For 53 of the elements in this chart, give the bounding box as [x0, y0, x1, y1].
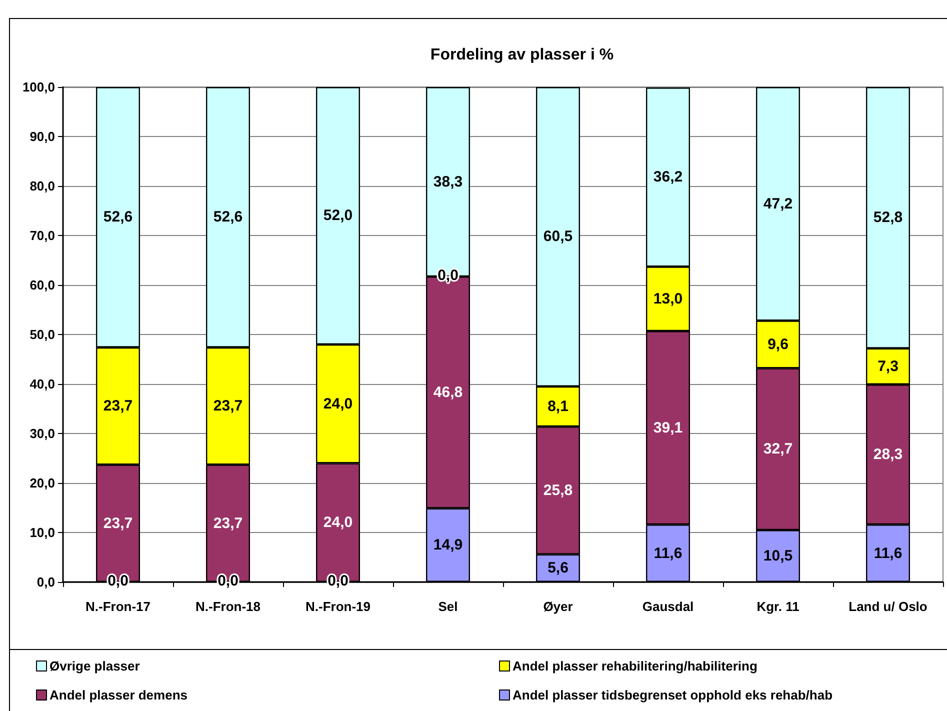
data-label: 47,2 — [763, 195, 793, 212]
data-label: 23,7 — [213, 398, 243, 415]
y-tick-label: 10,0 — [30, 525, 55, 540]
y-tick-label: 40,0 — [30, 376, 55, 392]
x-tick-label: Land u/ Oslo — [848, 599, 928, 614]
data-label: 52,0 — [323, 207, 353, 224]
data-label: 14,9 — [433, 536, 463, 554]
data-label: 11,6 — [654, 544, 682, 562]
data-label: 60,5 — [543, 228, 573, 246]
x-tick-label: N.-Fron-18 — [196, 599, 260, 614]
data-label: 46,8 — [433, 384, 463, 401]
data-label: 39,1 — [653, 419, 683, 436]
data-label: 32,7 — [763, 440, 793, 458]
x-tick-label: N.-Fron-19 — [306, 599, 370, 614]
x-tick-label: Sel — [438, 599, 458, 614]
data-label: 52,8 — [873, 209, 903, 226]
data-label: 23,7 — [103, 514, 133, 532]
data-label: 52,6 — [103, 208, 133, 226]
y-tick-label: 50,0 — [30, 327, 55, 342]
x-tick-label: Gausdal — [642, 599, 694, 614]
x-tick-label: Kgr. 11 — [756, 599, 800, 614]
data-label: 11,6 — [874, 544, 902, 562]
data-label: 13,0 — [653, 290, 683, 308]
data-label: 52,6 — [213, 208, 243, 226]
data-label: 23,7 — [103, 398, 133, 415]
y-tick-label: 30,0 — [30, 426, 55, 441]
data-label: 5,6 — [548, 560, 568, 577]
y-tick-label: 90,0 — [30, 129, 55, 144]
data-label: 28,3 — [873, 446, 903, 464]
chart-title: Fordeling av plasser i % — [430, 46, 614, 64]
legend-label: Andel plasser tidsbegrenset opphold eks rehab/hab — [512, 688, 833, 702]
y-tick-label: 100,0 — [22, 80, 55, 94]
y-tick-label: 80,0 — [30, 178, 55, 194]
x-tick-label: Øyer — [543, 599, 573, 614]
x-tick-label: N.-Fron-17 — [86, 599, 150, 614]
y-tick-label: 20,0 — [30, 476, 55, 490]
data-label: 10,5 — [763, 548, 793, 565]
y-tick-label: 70,0 — [30, 228, 55, 243]
data-label: 36,2 — [653, 168, 683, 186]
data-label: 25,8 — [543, 482, 573, 499]
legend-label: Øvrige plasser — [50, 658, 140, 674]
data-label: 9,6 — [768, 336, 788, 353]
data-label: 8,1 — [548, 398, 568, 416]
y-tick-label: 60,0 — [30, 278, 55, 292]
legend-label: Andel plasser rehabilitering/habilitering — [512, 658, 758, 674]
data-label: 24,0 — [323, 395, 353, 412]
y-tick-label: 0,0 — [36, 574, 55, 590]
data-label: 24,0 — [323, 514, 353, 532]
data-label: 38,3 — [433, 173, 463, 190]
data-label: 0,0 — [438, 267, 458, 284]
data-label: 23,7 — [213, 514, 243, 532]
legend-label: Andel plasser demens — [50, 688, 188, 702]
data-label: 7,3 — [878, 358, 898, 375]
